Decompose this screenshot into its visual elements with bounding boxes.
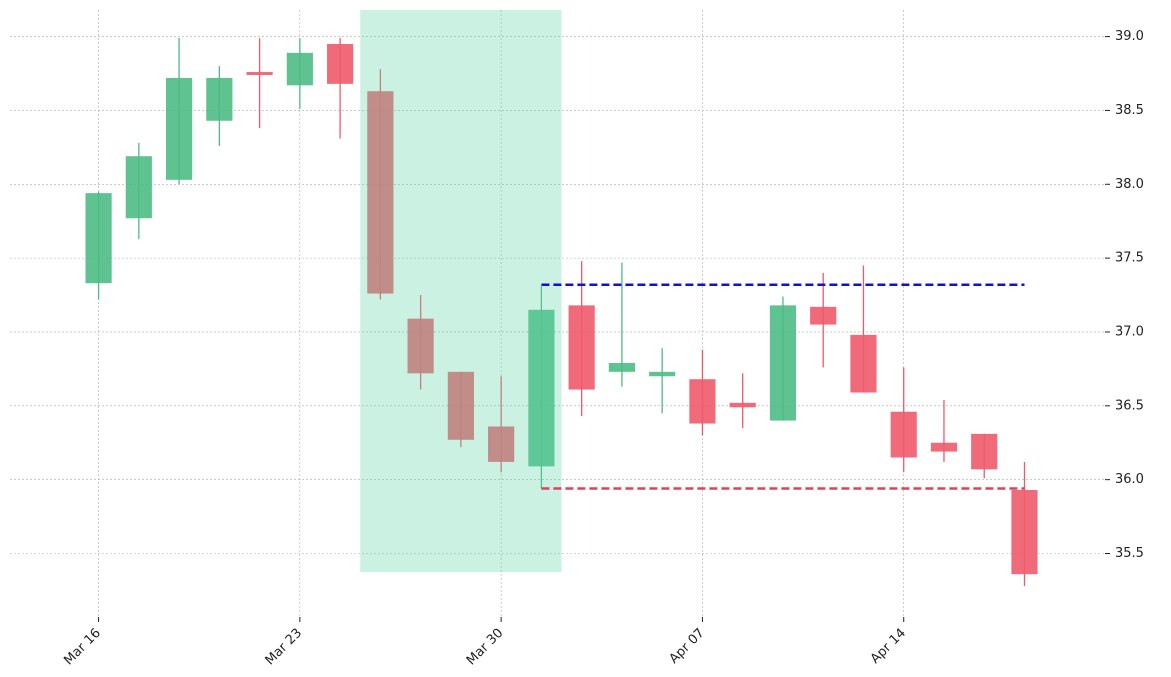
candle-body [769, 305, 797, 421]
candle-body [608, 362, 635, 372]
highlight-band [360, 10, 562, 572]
x-tick-label: Mar 23 [263, 626, 306, 669]
candle-body [649, 371, 676, 377]
candle-body [729, 402, 756, 408]
candle-body [407, 318, 434, 374]
y-tick-label: 36.0 [1115, 472, 1144, 487]
candle-body [447, 371, 474, 440]
y-tick-label: 35.5 [1115, 546, 1144, 561]
candle-body [850, 334, 877, 393]
x-tick-label: Mar 30 [464, 626, 507, 669]
candle-body [810, 306, 837, 325]
candle-body [85, 193, 112, 284]
candle-body [488, 426, 515, 462]
x-tick-label: Apr 07 [667, 626, 708, 667]
candle-body [890, 411, 917, 458]
candle-body [327, 43, 354, 84]
candle-body [528, 309, 555, 467]
y-tick-label: 37.5 [1115, 251, 1144, 266]
x-tick-label: Apr 14 [868, 626, 909, 667]
x-tick-label: Mar 16 [61, 626, 104, 669]
candle-body [971, 433, 998, 470]
candle-body [206, 77, 233, 121]
candle-body [125, 156, 152, 219]
y-tick-label: 38.0 [1115, 177, 1144, 192]
candle-body [689, 379, 716, 424]
y-tick-label: 36.5 [1115, 398, 1144, 413]
y-tick-label: 37.0 [1115, 324, 1144, 339]
candle-body [367, 91, 394, 294]
candle-body [568, 305, 595, 390]
y-tick-label: 39.0 [1115, 29, 1144, 44]
candle-body [930, 442, 958, 452]
candle-body [246, 72, 273, 75]
y-tick-label: 38.5 [1115, 103, 1144, 118]
candle-body [286, 52, 313, 86]
candle-body [1011, 489, 1038, 575]
candle-body [165, 77, 193, 180]
